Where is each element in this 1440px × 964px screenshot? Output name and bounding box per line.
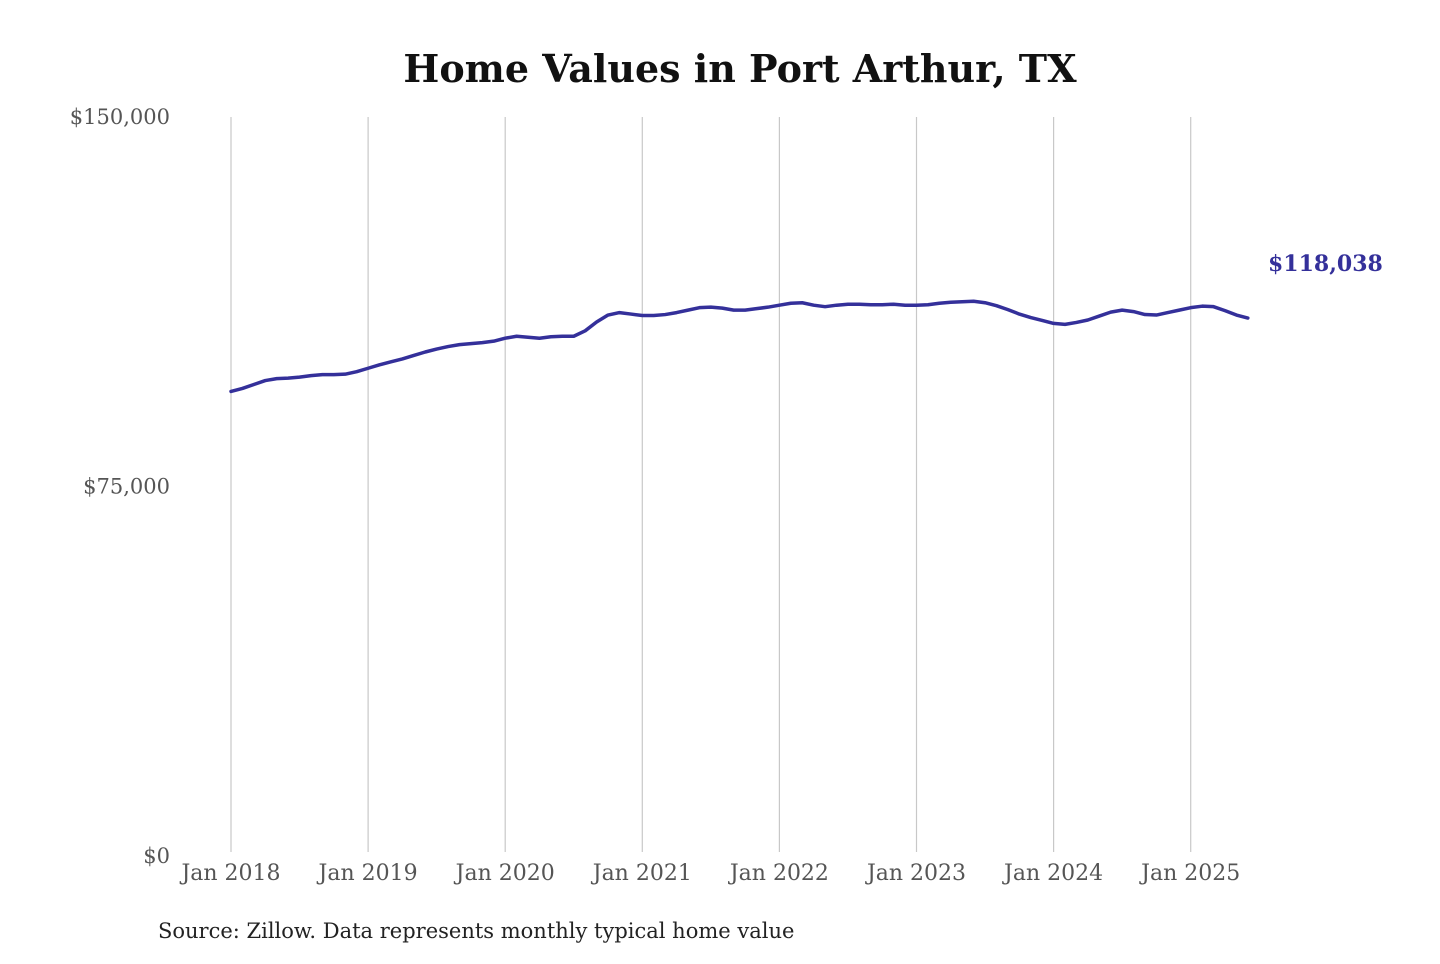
source-note: Source: Zillow. Data represents monthly … — [158, 919, 794, 943]
y-tick-label: $150,000 — [70, 105, 170, 129]
end-value-label: $118,038 — [1268, 251, 1383, 277]
y-tick-label: $75,000 — [83, 475, 170, 499]
x-axis-tick-labels: Jan 2018 Jan 2019 Jan 2020 Jan 2021 Jan 2022… — [179, 861, 1240, 886]
gridlines — [230, 117, 1192, 852]
x-tick-label: Jan 2020 — [454, 861, 555, 886]
x-tick-label: Jan 2025 — [1139, 861, 1240, 886]
y-axis-tick-labels: $0 $75,000 $150,000 — [70, 105, 170, 868]
x-tick-label: Jan 2024 — [1002, 861, 1103, 886]
x-tick-label: Jan 2023 — [865, 861, 966, 886]
x-tick-label: Jan 2021 — [591, 861, 692, 886]
series-line — [229, 299, 1250, 394]
x-tick-label: Jan 2019 — [317, 861, 418, 886]
x-tick-label: Jan 2022 — [728, 861, 829, 886]
chart-title: Home Values in Port Arthur, TX — [403, 46, 1077, 91]
y-tick-label: $0 — [143, 844, 170, 868]
x-tick-label: Jan 2018 — [179, 861, 280, 886]
